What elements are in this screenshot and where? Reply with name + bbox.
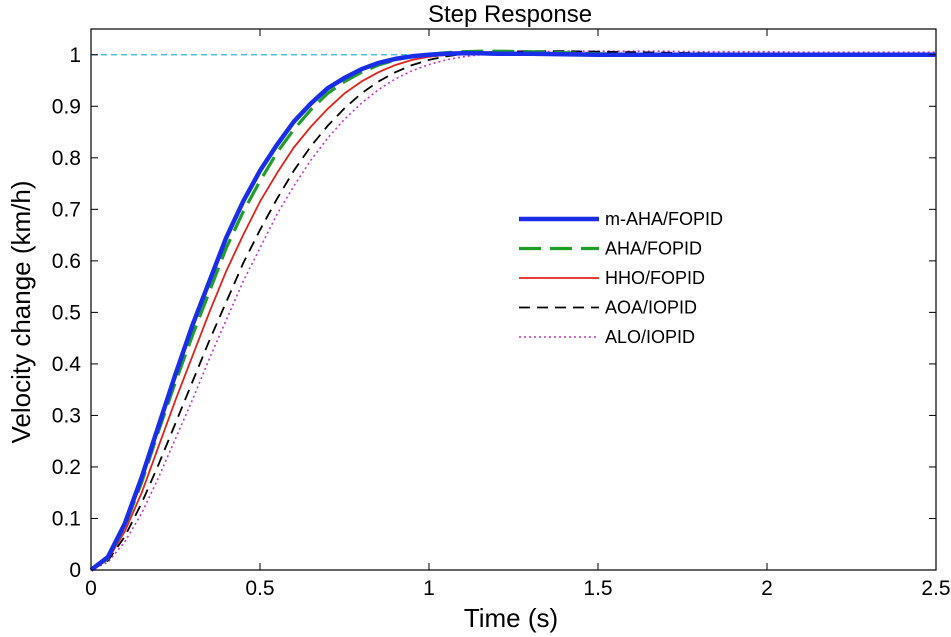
legend-label: HHO/FOPID: [605, 268, 705, 288]
y-tick-label: 0.2: [52, 456, 81, 479]
y-tick-label: 0.5: [52, 301, 81, 324]
series-line-m-aha-fopid: [89, 50, 936, 572]
legend-label: m-AHA/FOPID: [605, 209, 723, 229]
legend-label: AOA/IOPID: [605, 298, 697, 318]
series-line-hho-fopid: [90, 51, 936, 571]
y-tick-label: 0.4: [52, 353, 82, 376]
x-tick-label: 1: [423, 577, 435, 600]
y-tick-label: 0.3: [52, 404, 81, 427]
y-tick-label: 0: [69, 559, 81, 582]
x-axis-title: Time (s): [464, 603, 558, 633]
y-tick-label: 0.6: [52, 250, 81, 273]
legend-label: ALO/IOPID: [605, 327, 695, 347]
y-tick-label: 0.8: [52, 147, 81, 170]
plot-area: [90, 28, 937, 571]
legend-label: AHA/FOPID: [605, 239, 702, 259]
plot-frame: [90, 28, 937, 571]
y-tick-label: 0.9: [52, 95, 81, 118]
x-tick-label: 0.5: [245, 577, 274, 600]
y-tick-label: 0.1: [52, 507, 81, 530]
x-tick-label: 2: [761, 577, 773, 600]
y-tick-label: 0.7: [52, 198, 81, 221]
x-tick-label: 1.5: [583, 577, 612, 600]
y-axis-title: Velocity change (km/h): [6, 180, 36, 443]
x-tick-label: 2.5: [921, 577, 950, 600]
ticks-layer: 0 0.5 1 1.5 2 2.5 0 0.1 0.2 0.3 0.4 0.5 0.6 0.7 0.8 0.9…: [52, 29, 951, 600]
legend: m-AHA/FOPID AHA/FOPID HHO/FOPID AOA/IOPID AL…: [519, 209, 723, 347]
series-layer: [89, 49, 936, 572]
y-tick-label: 1: [69, 44, 81, 67]
x-tick-label: 0: [85, 577, 97, 600]
chart-title: Step Response: [428, 1, 592, 28]
series-line-aoa-iopid: [90, 50, 936, 571]
series-line-alo-iopid: [90, 50, 936, 571]
series-line-aha-fopid: [90, 49, 936, 572]
